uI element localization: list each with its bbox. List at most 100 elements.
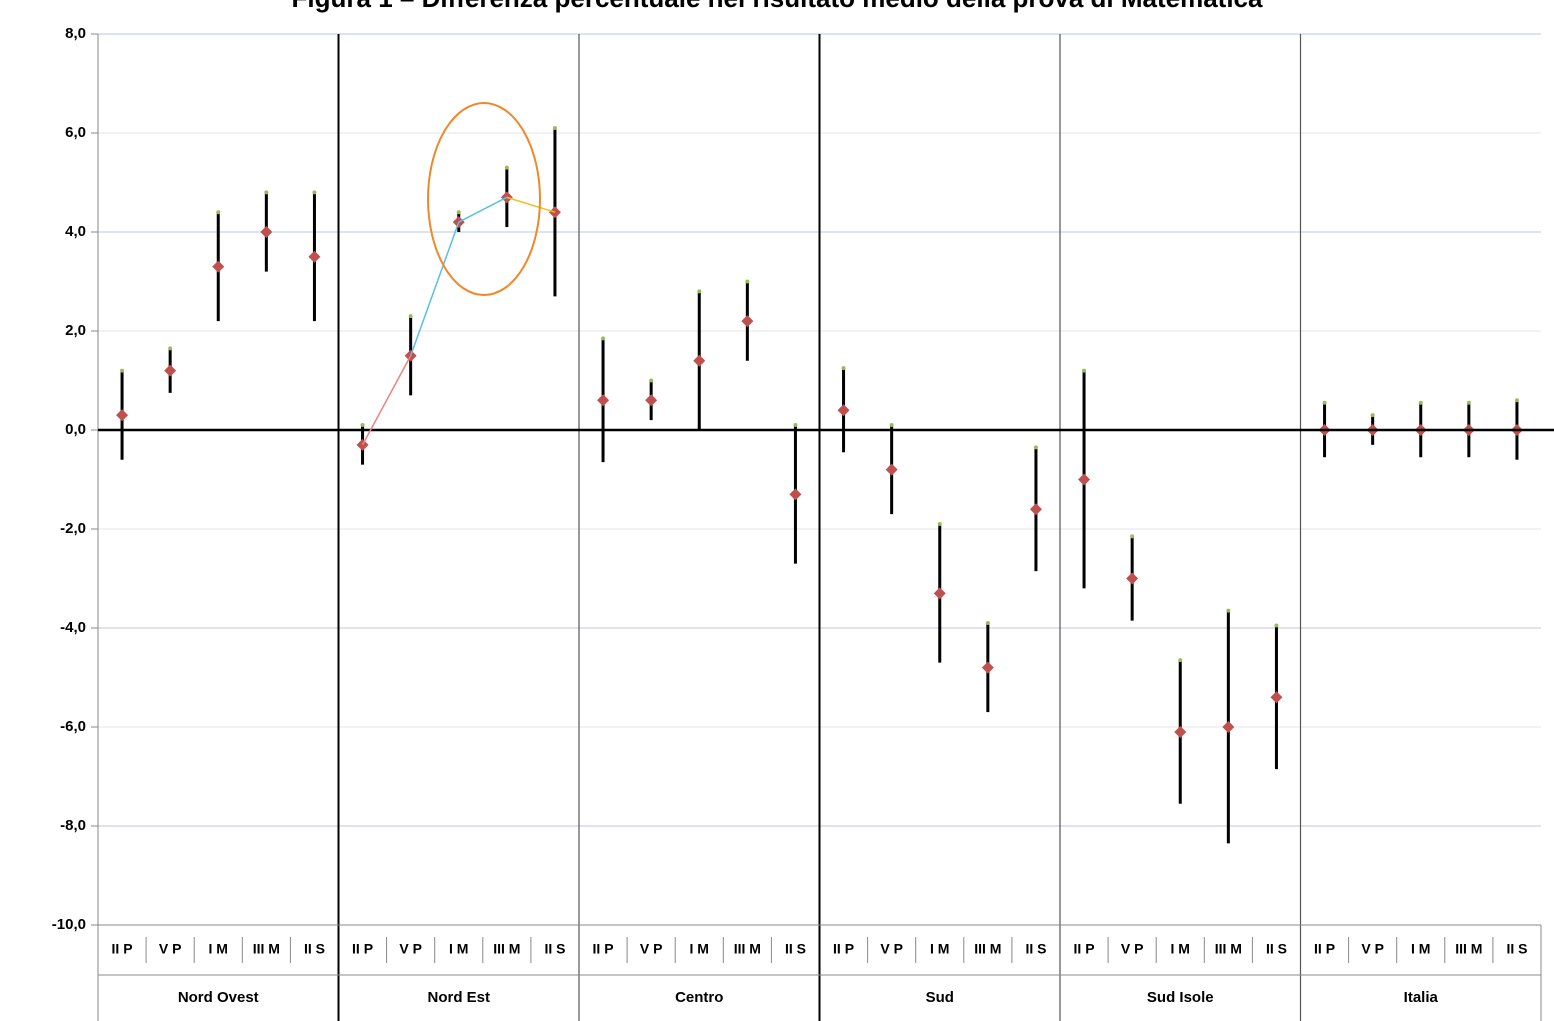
x-tick-label: II S — [304, 941, 325, 957]
error-cap — [1466, 400, 1471, 405]
point — [308, 250, 321, 263]
error-cap — [1178, 658, 1183, 663]
chart-title: Figura 1 – Differenza percentuale nel ri… — [292, 0, 1263, 13]
error-cap — [1130, 534, 1135, 539]
x-tick-label: V P — [159, 941, 182, 957]
x-tick-label: II P — [112, 941, 133, 957]
x-tick-label: II P — [352, 941, 373, 957]
point — [1029, 503, 1042, 516]
x-tick-label: II S — [544, 941, 565, 957]
x-tick-label: I M — [1171, 941, 1190, 957]
point — [837, 404, 850, 417]
group-label: Sud — [926, 989, 954, 1006]
point — [885, 463, 898, 476]
error-cap — [841, 366, 846, 371]
point — [116, 409, 129, 422]
x-tick-label: V P — [640, 941, 663, 957]
y-tick-label: -8,0 — [60, 817, 86, 834]
error-cap — [697, 289, 702, 294]
error-cap — [985, 621, 990, 626]
x-tick-label: I M — [930, 941, 949, 957]
point — [164, 364, 177, 377]
x-tick-label: I M — [1411, 941, 1430, 957]
point — [1270, 691, 1283, 704]
x-tick-label: II S — [1025, 941, 1046, 957]
x-tick-label: V P — [399, 941, 422, 957]
error-cap — [360, 423, 365, 428]
error-cap — [1226, 608, 1231, 613]
point — [1222, 721, 1235, 733]
error-cap — [168, 346, 173, 351]
point — [933, 587, 946, 600]
annotation-line — [458, 196, 508, 223]
error-cap — [1514, 398, 1519, 403]
x-tick-label: V P — [1121, 941, 1144, 957]
error-cap — [745, 279, 750, 284]
error-cap — [1033, 445, 1038, 450]
y-tick-label: -10,0 — [52, 916, 86, 933]
annotation-line — [409, 221, 460, 357]
x-tick-label: I M — [449, 941, 468, 957]
x-tick-label: III M — [253, 941, 280, 957]
x-tick-label: I M — [690, 941, 709, 957]
x-tick-label: II S — [1266, 941, 1287, 957]
point — [260, 226, 273, 238]
error-cap — [504, 165, 509, 170]
y-tick-label: -6,0 — [60, 718, 86, 735]
y-tick-label: 8,0 — [65, 25, 86, 42]
group-label: Sud Isole — [1147, 989, 1214, 1006]
x-tick-label: V P — [880, 941, 903, 957]
y-tick-label: -4,0 — [60, 619, 86, 636]
error-cap — [456, 210, 461, 215]
annotation-circle — [427, 102, 541, 296]
error-cap — [1370, 413, 1375, 418]
x-tick-label: II S — [785, 941, 806, 957]
error-cap — [120, 368, 125, 373]
error-cap — [216, 210, 221, 215]
group-label: Nord Ovest — [178, 989, 259, 1006]
point — [597, 394, 610, 407]
y-tick-label: 2,0 — [65, 322, 86, 339]
x-tick-label: III M — [1455, 941, 1482, 957]
x-tick-label: II P — [833, 941, 854, 957]
point — [1126, 572, 1139, 585]
point — [693, 354, 706, 367]
annotation — [361, 102, 556, 446]
error-cap — [1082, 368, 1087, 373]
error-cap — [889, 423, 894, 428]
error-cap — [1322, 400, 1327, 405]
x-tick-label: V P — [1361, 941, 1384, 957]
point — [789, 488, 802, 501]
x-tick-label: II P — [1074, 941, 1095, 957]
annotation-line — [506, 196, 556, 213]
x-tick-label: III M — [974, 941, 1001, 957]
group-label: Nord Est — [427, 989, 490, 1006]
x-tick-label: III M — [1215, 941, 1242, 957]
group-label: Italia — [1404, 989, 1439, 1006]
y-tick-label: 6,0 — [65, 124, 86, 141]
error-cap — [552, 126, 557, 131]
group-label: Centro — [675, 989, 723, 1006]
error-cap — [793, 423, 798, 428]
x-tick-label: II S — [1506, 941, 1527, 957]
x-tick-label: III M — [493, 941, 520, 957]
error-cap — [312, 190, 317, 195]
x-tick-label: II P — [593, 941, 614, 957]
point — [981, 661, 994, 674]
x-tick-label: I M — [209, 941, 228, 957]
point — [741, 315, 754, 328]
point — [1078, 473, 1091, 486]
error-cap — [601, 336, 606, 341]
error-cap — [649, 378, 654, 383]
error-cap — [264, 190, 269, 195]
y-tick-label: 0,0 — [65, 421, 86, 438]
point — [645, 394, 658, 407]
point — [1174, 725, 1187, 738]
annotation-line — [361, 355, 412, 446]
error-cap — [937, 522, 942, 527]
error-cap — [1274, 623, 1279, 628]
y-tick-label: -2,0 — [60, 520, 86, 537]
x-tick-label: III M — [734, 941, 761, 957]
point — [212, 260, 225, 273]
